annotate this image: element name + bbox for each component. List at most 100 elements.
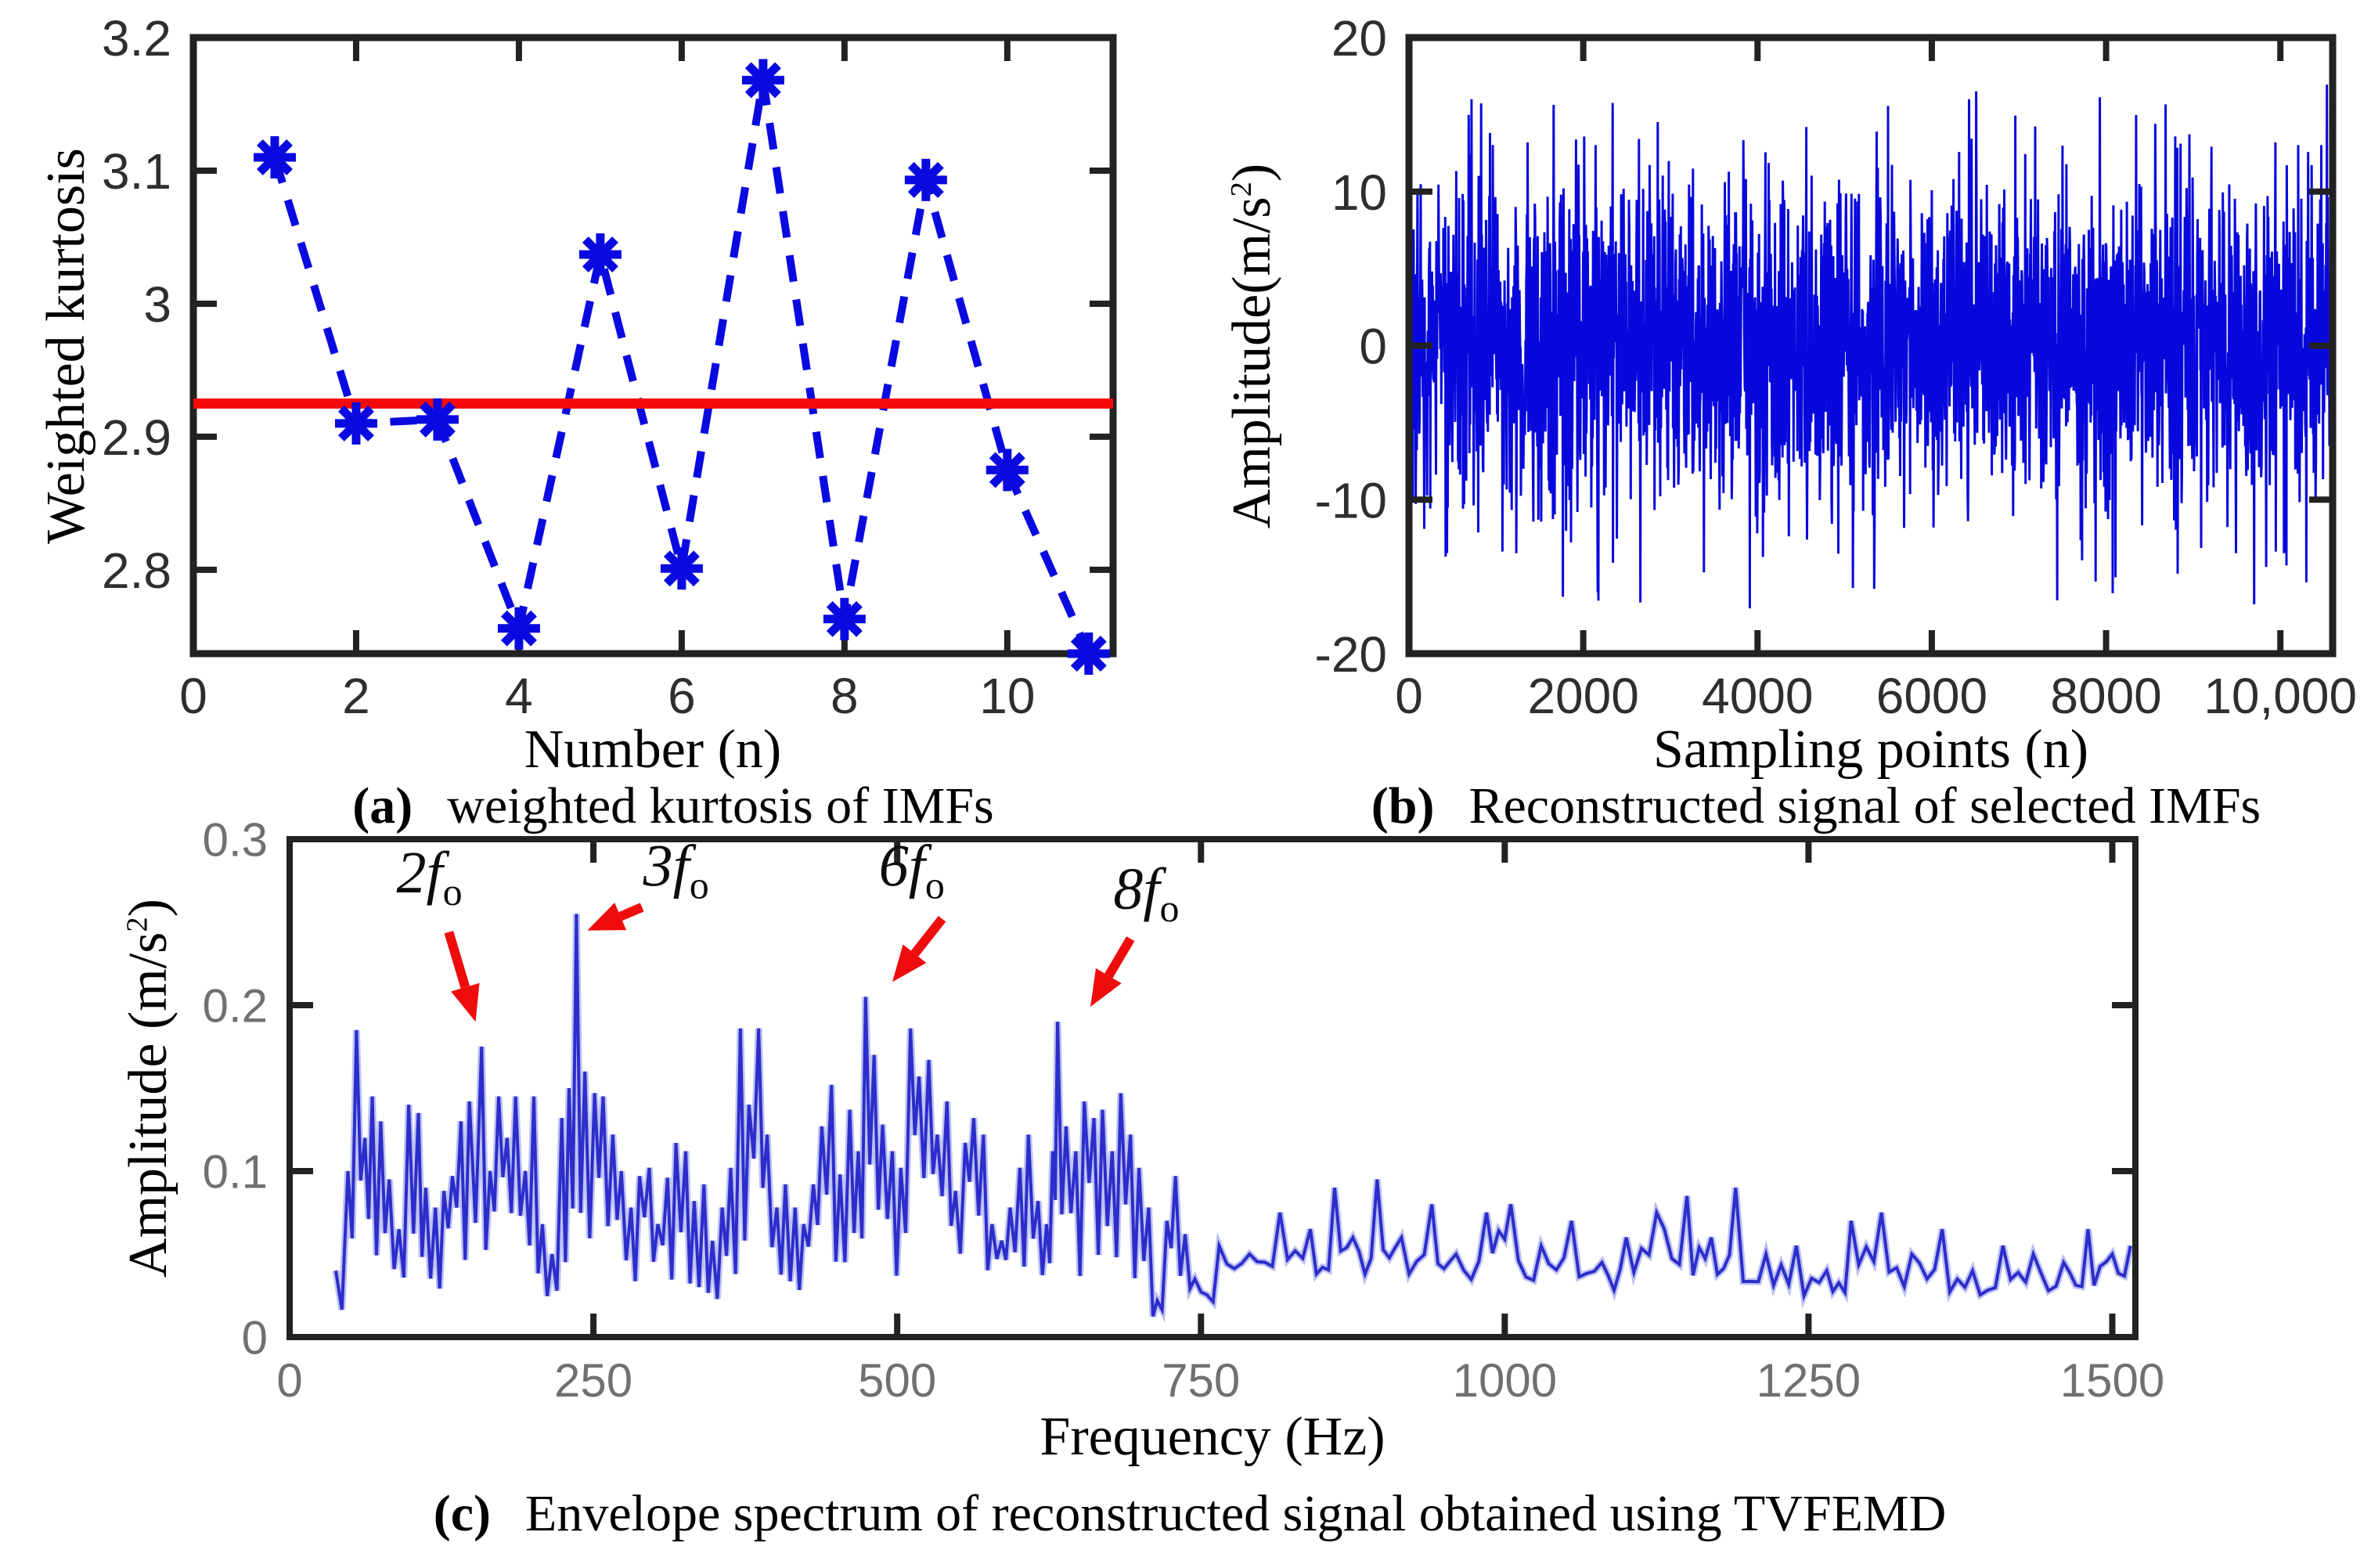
asterisk-marker [334,402,377,445]
spectrum-line [334,914,2132,1317]
y-tick-label: 0.2 [203,980,268,1033]
x-tick-label: 4000 [1702,668,1813,724]
caption-a-label: (a) [352,777,413,834]
y-axis-label-c-text: Amplitude (m/s [118,932,178,1278]
caption-c: (c) Envelope spectrum of reconstructed si… [250,1484,2129,1544]
asterisk-marker [253,135,296,178]
y-tick-label: 3.2 [102,10,171,67]
annotation-arrow-shaft [444,931,470,989]
asterisk-marker [986,449,1029,492]
asterisk-marker [660,547,703,590]
axis-box [189,34,1117,658]
kurtosis-markers [253,59,1110,675]
asterisk-marker [578,233,622,276]
y-axis-label-a-text: Weighted kurtosis [36,147,97,544]
asterisk-stroke [989,452,1025,488]
x-tick-label: 1250 [1757,1354,1861,1407]
y-axis-label-c-post: ) [118,899,178,917]
axis-box [1405,34,2337,658]
asterisk-stroke [1070,636,1107,672]
chart-a-plot-area: 0 2 4 6 8 10 2.8 2.9 3 3.1 3.2 [102,10,1117,724]
y-tick-label: 10 [1331,164,1387,221]
annotation-label: 3fo [643,833,709,907]
y-tick-label: 3 [143,276,171,333]
y-tick-label: 2.9 [102,409,171,466]
kurtosis-dashed-line [271,79,1093,656]
x-tick-label: 8 [831,668,859,724]
annotation-2fo: 2fo [396,840,480,1022]
x-axis-label-b: Sampling points (n) [1652,719,2089,780]
asterisk-marker [1067,633,1110,675]
y-tick-label: -20 [1315,626,1388,683]
x-tick-label: 750 [1162,1354,1240,1407]
annotation-arrowhead [587,903,627,931]
y-axis-label-b-sup: 2 [1224,181,1258,196]
annotation-label: 2fo [396,840,462,914]
caption-a-text: weighted kurtosis of IMFs [447,777,994,834]
caption-b: (b) Reconstructed signal of selected IMFs [1268,777,2364,836]
axes: 0 250 500 750 1000 1250 1500 0 0.1 0.2 0.3 [203,814,2165,1407]
y-axis-label-b: Amplitude(m/s2) [1209,38,1295,654]
y-tick-label: 0.1 [203,1146,268,1199]
annotation-arrow-shaft [618,903,644,921]
y-axis-label-c-sup: 2 [121,917,154,932]
y-tick-label: 0.3 [203,814,268,867]
asterisk-stroke [500,610,537,647]
x-axis-label-c: Frequency (Hz) [1040,1407,1385,1467]
annotation-arrowhead [451,982,480,1022]
caption-b-label: (b) [1371,777,1435,834]
y-axis-label-a: Weighted kurtosis [23,38,110,654]
y-tick-label: 20 [1331,10,1387,67]
asterisk-marker [904,158,947,201]
x-tick-label: 8000 [2050,668,2161,724]
x-tick-label: 0 [276,1354,302,1407]
asterisk-stroke [907,161,944,198]
x-tick-label: 2000 [1527,668,1638,724]
asterisk-stroke [582,236,618,273]
x-tick-label: 2 [342,668,370,724]
caption-c-text: Envelope spectrum of reconstructed signa… [525,1485,1947,1542]
asterisk-stroke [744,62,781,99]
x-tick-label: 0 [179,668,207,724]
axes: 0 2 4 6 8 10 2.8 2.9 3 3.1 3.2 [102,10,1117,724]
chart-b-plot-area: 0 2000 4000 6000 8000 10,000 -20 -10 0 10 20 [1315,10,2358,724]
annotation-arrow-shaft [1104,936,1135,979]
asterisk-stroke [337,405,374,442]
asterisk-marker [823,597,866,640]
axis-box [286,836,2139,1340]
asterisk-stroke [826,600,863,637]
annotation-arrowhead [1090,968,1122,1007]
x-tick-label: 1500 [2060,1354,2164,1407]
caption-a: (a) weighted kurtosis of IMFs [204,777,1143,836]
x-tick-label: 4 [505,668,533,724]
asterisk-stroke [257,139,293,175]
x-tick-label: 500 [858,1354,936,1407]
caption-c-label: (c) [433,1485,492,1542]
asterisk-marker [497,607,540,650]
x-tick-label: 250 [554,1354,632,1407]
y-axis-label-c: Amplitude (m/s2) [106,839,192,1337]
x-tick-label: 1000 [1453,1354,1557,1407]
spectrum-series [332,914,2135,1323]
y-tick-label: -10 [1315,472,1388,528]
asterisk-stroke [663,550,700,587]
y-tick-label: 3.1 [102,143,171,200]
x-axis-label-a: Number (n) [524,719,782,780]
x-tick-label: 6 [668,668,696,724]
annotation-arrow-shaft [910,916,946,957]
x-tick-label: 0 [1395,668,1423,724]
y-tick-label: 0 [1359,319,1387,375]
annotation-label: 8fo [1113,856,1179,930]
x-tick-label: 10,000 [2203,668,2357,724]
asterisk-marker [741,59,784,102]
axes: 0 2000 4000 6000 8000 10,000 -20 -10 0 10 20 [1315,10,2358,724]
annotation-8fo: 8fo [1090,856,1179,1007]
y-tick-label: 0 [242,1312,268,1364]
chart-c-plot-area: 0 250 500 750 1000 1250 1500 0 0.1 0.2 0.3 2fo 3fo 6f… [203,814,2165,1407]
signal-series [1409,38,2333,609]
annotation-label: 6fo [879,833,945,907]
annotation-6fo: 6fo [879,833,946,982]
x-tick-label: 6000 [1876,668,1987,724]
caption-b-text: Reconstructed signal of selected IMFs [1468,777,2261,834]
